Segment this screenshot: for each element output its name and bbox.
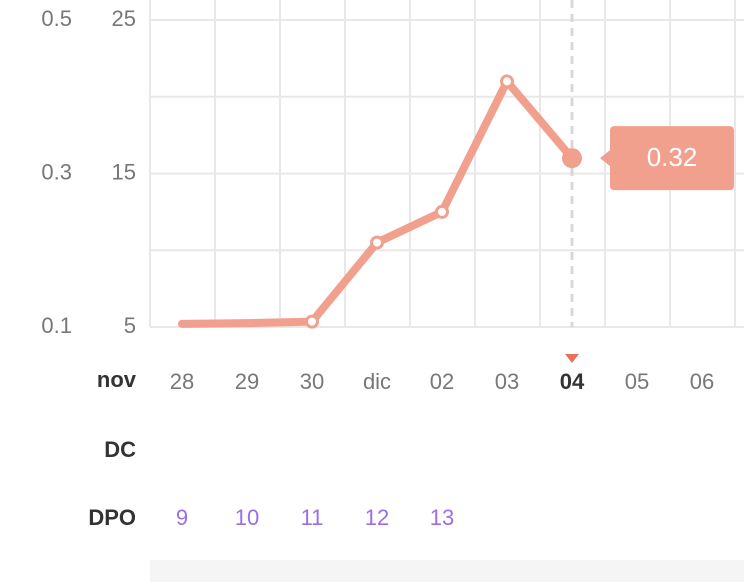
selected-point [562, 148, 582, 169]
month-label: nov [97, 367, 137, 392]
tooltip-pointer [600, 150, 610, 167]
point [435, 204, 449, 219]
row-value: 13 [430, 505, 454, 530]
line [178, 77, 576, 328]
point [370, 235, 384, 250]
selected-day-arrow [565, 354, 579, 363]
x-tick-label: 28 [170, 369, 194, 394]
x-tick-label: 05 [625, 369, 649, 394]
x-tick-label: 06 [690, 369, 714, 394]
x-tick-label: 04 [560, 369, 585, 394]
y-tick-label: 0.1 [41, 313, 72, 338]
row-value: 10 [235, 505, 259, 530]
point [305, 314, 319, 329]
row-label: DC [104, 437, 136, 462]
row-value: 12 [365, 505, 389, 530]
tooltip-box [610, 126, 734, 191]
x-tick-label: 29 [235, 369, 259, 394]
y-tick-label: 0.5 [41, 6, 72, 31]
y-tick-label: 0.3 [41, 159, 72, 184]
y2-tick-label: 25 [112, 6, 136, 31]
x-tick-label: 02 [430, 369, 454, 394]
y2-tick-label: 15 [112, 159, 136, 184]
point [500, 74, 514, 89]
x-tick-label: 30 [300, 369, 324, 394]
tooltip-value: 0.32 [647, 142, 698, 172]
row-label: DPO [88, 505, 136, 530]
row-value: 9 [176, 505, 188, 530]
x-tick-label: 03 [495, 369, 519, 394]
row-value: 11 [301, 505, 324, 530]
footer-band [150, 560, 744, 582]
x-tick-label: dic [363, 369, 391, 394]
y2-tick-label: 5 [124, 313, 136, 338]
